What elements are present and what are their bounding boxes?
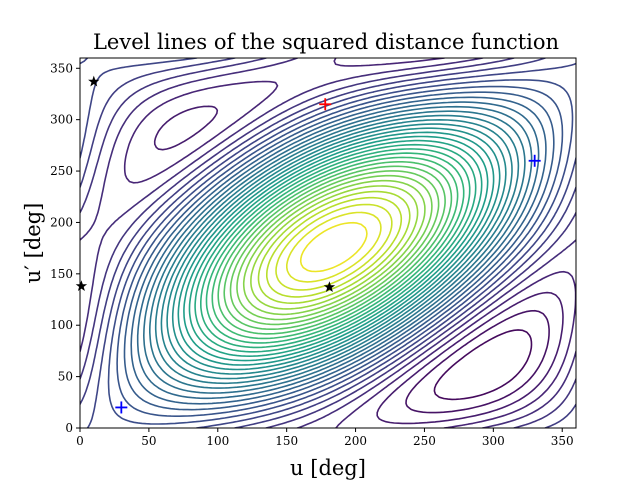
- x-axis-title: u [deg]: [290, 456, 366, 480]
- star-marker: [323, 281, 336, 292]
- contour-level: [250, 185, 419, 310]
- y-axis-ticks: 0 50 100 150 200 250 300 350: [50, 61, 80, 435]
- contour-level: [160, 119, 513, 380]
- contour-level: [223, 165, 446, 330]
- contour-lines: [80, 58, 576, 428]
- contour-level: [123, 91, 555, 411]
- y-tick-label: 50: [58, 370, 73, 384]
- contour-level: [229, 170, 440, 326]
- contour-level: [217, 161, 453, 335]
- x-tick-label: 300: [482, 434, 505, 448]
- contour-level: [177, 131, 495, 366]
- x-axis-ticks: 0 50 100 150 200 250 300 350: [76, 428, 574, 448]
- contour-level: [116, 85, 564, 417]
- contour-level: [266, 196, 403, 298]
- contour-level: [143, 105, 533, 394]
- contour-level: [194, 143, 477, 353]
- x-tick-label: 350: [551, 434, 574, 448]
- contour-level: [299, 221, 368, 273]
- contour-level: [136, 101, 540, 400]
- contour-level: [286, 211, 382, 283]
- x-tick-label: 250: [413, 434, 436, 448]
- plus-marker: [319, 98, 332, 111]
- contour-level: [275, 203, 393, 291]
- contour-level: [183, 135, 489, 362]
- plus-marker: [528, 154, 541, 167]
- y-tick-label: 0: [65, 421, 73, 435]
- plot-frame: [79, 57, 577, 429]
- star-marker: [88, 75, 100, 87]
- y-axis-title: u′ [deg]: [21, 203, 45, 284]
- markers: [75, 75, 541, 414]
- y-tick-label: 100: [50, 318, 73, 332]
- y-tick-label: 300: [50, 113, 73, 127]
- x-tick-label: 100: [206, 434, 229, 448]
- x-tick-label: 0: [76, 434, 84, 448]
- x-tick-label: 200: [344, 434, 367, 448]
- x-tick-label: 50: [141, 434, 156, 448]
- contour-level: [257, 190, 411, 304]
- chart-title: Level lines of the squared distance func…: [93, 30, 559, 54]
- contour-level: [405, 309, 550, 414]
- contour-level: [107, 79, 574, 425]
- contour-level: [153, 105, 564, 425]
- contour-level: [205, 152, 465, 344]
- contour-level: [236, 174, 433, 321]
- contour-level: [211, 156, 459, 340]
- contour-level: [200, 148, 471, 349]
- contour-level: [166, 123, 507, 375]
- y-tick-label: 150: [50, 267, 73, 281]
- y-tick-label: 250: [50, 164, 73, 178]
- contour-level: [154, 114, 520, 385]
- y-tick-label: 200: [50, 215, 73, 229]
- y-tick-label: 350: [50, 61, 73, 75]
- contour-level: [188, 139, 483, 357]
- contour-level: [171, 127, 501, 371]
- contour-level: [149, 110, 526, 389]
- star-marker: [75, 280, 88, 291]
- contour-level: [433, 329, 533, 401]
- x-tick-label: 150: [275, 434, 298, 448]
- contour-level: [130, 96, 547, 405]
- contour-level: [242, 179, 426, 316]
- plus-marker: [115, 401, 128, 414]
- contour-level: [80, 58, 576, 428]
